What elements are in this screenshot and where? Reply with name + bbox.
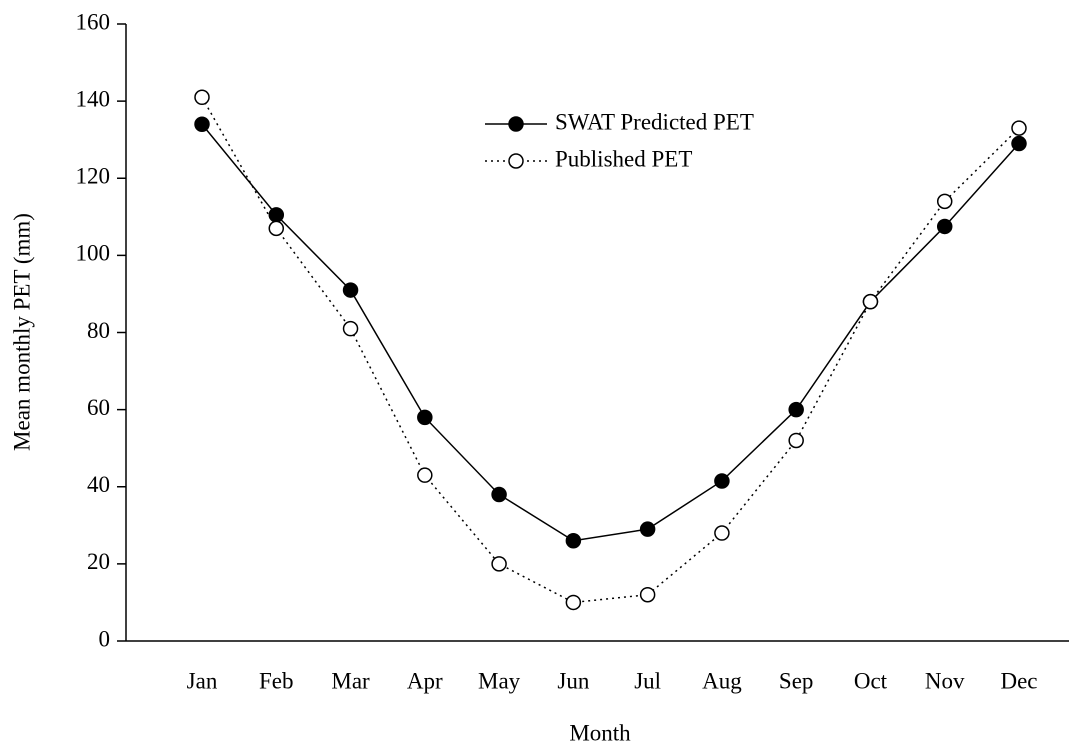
x-tick-label: Aug	[702, 668, 742, 693]
data-point	[565, 594, 582, 611]
data-point	[788, 432, 804, 449]
x-tick-label: Feb	[259, 668, 294, 693]
legend-label: Published PET	[555, 146, 692, 171]
x-axis-label: Month	[569, 720, 631, 745]
x-tick-label: Jan	[187, 668, 218, 693]
x-tick-label: Dec	[1000, 668, 1037, 693]
y-tick-label: 160	[76, 9, 111, 34]
data-point	[714, 525, 730, 541]
y-tick-label: 60	[87, 395, 110, 420]
data-point	[714, 473, 730, 489]
data-point	[639, 586, 656, 603]
y-axis-label: Mean monthly PET (mm)	[9, 213, 34, 451]
data-point	[417, 409, 433, 426]
data-point	[342, 282, 359, 298]
data-point	[565, 532, 582, 549]
y-tick-label: 100	[76, 241, 111, 266]
x-tick-label: Mar	[331, 668, 370, 693]
y-tick-label: 40	[87, 472, 110, 497]
x-tick-label: Oct	[854, 668, 888, 693]
data-point	[788, 401, 804, 418]
y-tick-label: 80	[87, 318, 110, 343]
x-tick-label: Nov	[925, 668, 965, 693]
x-tick-label: Sep	[779, 668, 814, 693]
data-point	[194, 89, 210, 106]
legend-label: SWAT Predicted PET	[555, 109, 754, 134]
series-line	[201, 123, 1020, 542]
data-point	[268, 207, 285, 223]
data-point	[268, 220, 285, 237]
data-point	[1011, 120, 1027, 136]
data-point	[491, 556, 507, 572]
x-tick-label: Apr	[407, 668, 443, 693]
legend-marker	[508, 116, 524, 132]
data-point	[639, 521, 656, 537]
data-point	[417, 467, 433, 483]
y-tick-label: 140	[76, 86, 111, 111]
data-point	[491, 486, 507, 503]
data-point	[936, 193, 953, 210]
y-tick-label: 0	[99, 626, 111, 651]
data-point	[936, 218, 953, 235]
series-line	[201, 96, 1020, 604]
x-tick-label: Jun	[557, 668, 589, 693]
y-tick-label: 20	[87, 549, 110, 574]
x-tick-label: May	[478, 668, 521, 693]
y-tick-label: 120	[76, 164, 111, 189]
data-point	[1011, 135, 1027, 152]
data-point	[342, 320, 359, 337]
data-point	[862, 293, 879, 310]
data-point	[194, 116, 210, 133]
legend-marker	[508, 153, 524, 169]
x-tick-label: Jul	[634, 668, 661, 693]
